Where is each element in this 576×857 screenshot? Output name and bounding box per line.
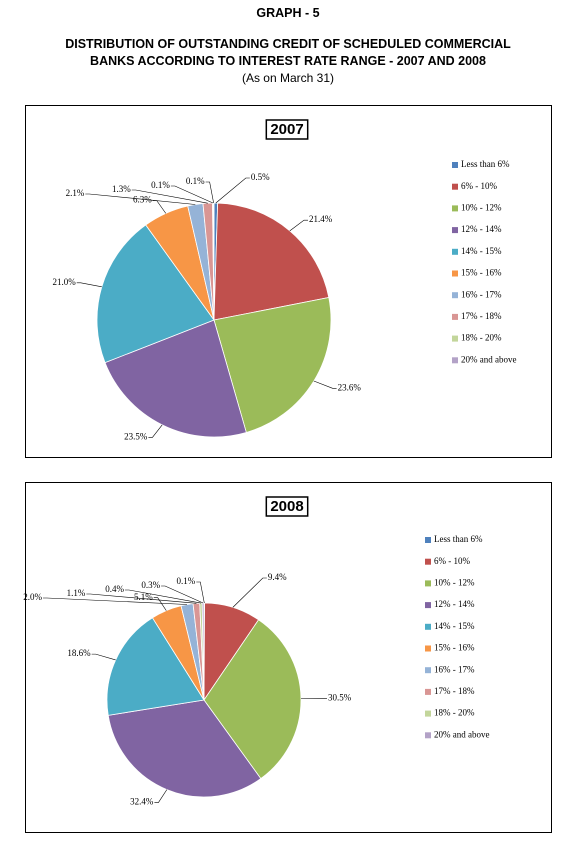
legend-label: 15% - 16% — [434, 643, 475, 653]
title-note: (As on March 31) — [242, 71, 334, 85]
data-label: 0.1% — [186, 176, 205, 186]
data-label: 0.4% — [105, 584, 124, 594]
leader-line — [152, 200, 167, 214]
leader-line — [232, 577, 267, 608]
chart-title-box — [265, 119, 309, 140]
leader-line — [313, 380, 337, 389]
legend-swatch — [452, 270, 458, 277]
leader-line — [154, 789, 168, 803]
leader-line — [170, 185, 214, 204]
data-label: 0.1% — [151, 180, 170, 190]
data-label: 0.3% — [141, 580, 160, 590]
legend-label: 6% - 10% — [434, 556, 470, 566]
data-label: 18.6% — [67, 648, 91, 658]
legend-label: 20% and above — [461, 354, 516, 364]
title-line: BANKS ACCORDING TO INTEREST RATE RANGE -… — [90, 54, 486, 68]
data-label: 21.0% — [52, 277, 76, 287]
legend-swatch — [452, 248, 458, 255]
data-label: 6.3% — [133, 195, 152, 205]
legend-swatch — [425, 602, 431, 609]
legend-label: 12% - 14% — [461, 224, 502, 234]
legend-label: 6% - 10% — [461, 181, 497, 191]
legend-label: 18% - 20% — [434, 708, 475, 718]
legend-swatch — [425, 623, 431, 630]
legend-swatch — [452, 227, 458, 234]
leader-line — [205, 181, 214, 204]
leader-line — [196, 581, 205, 604]
pie-slice — [104, 319, 247, 438]
chart-title-box — [265, 496, 309, 517]
legend-label: 10% - 12% — [461, 202, 502, 212]
legend-swatch — [425, 710, 431, 717]
legend-swatch — [452, 205, 458, 212]
leader-line — [91, 653, 116, 661]
pie-slice — [203, 619, 302, 780]
pie-slice — [107, 699, 262, 798]
leader-line — [215, 177, 250, 204]
legend-label: 10% - 12% — [434, 577, 475, 587]
legend-label: 17% - 18% — [434, 686, 475, 696]
legend-swatch — [425, 645, 431, 652]
legend-swatch — [452, 162, 458, 168]
leader-line — [131, 189, 208, 204]
legend-label: Less than 6% — [461, 159, 510, 169]
leader-line — [161, 585, 204, 604]
legend-swatch — [452, 357, 458, 364]
leader-line — [43, 597, 188, 605]
legend-label: 15% - 16% — [461, 268, 502, 278]
legend-label: Less than 6% — [434, 534, 483, 544]
data-label: 32.4% — [130, 797, 154, 807]
data-label: 23.6% — [338, 382, 362, 392]
legend-swatch — [425, 688, 431, 695]
legend-label: 18% - 20% — [461, 333, 502, 343]
data-label: 1.1% — [67, 588, 86, 598]
leader-line — [289, 219, 309, 232]
pie-slice — [201, 602, 205, 701]
legend-swatch — [425, 580, 431, 587]
legend-swatch — [425, 558, 431, 565]
leader-line — [153, 597, 167, 611]
pie-slice — [213, 297, 332, 433]
data-label: 9.4% — [268, 572, 287, 582]
legend-swatch — [452, 335, 458, 342]
data-label: 0.5% — [251, 172, 270, 182]
chart-title: 2008 — [270, 498, 303, 515]
legend-swatch — [452, 292, 458, 299]
pie-slice — [106, 617, 205, 716]
leader-line — [86, 593, 197, 604]
legend-swatch — [452, 183, 458, 190]
legend-swatch — [452, 313, 458, 320]
data-label: 21.4% — [309, 214, 333, 224]
leader-line — [76, 282, 102, 288]
data-label: 0.1% — [177, 576, 196, 586]
data-label: 5.1% — [134, 592, 153, 602]
legend-swatch — [425, 537, 431, 543]
data-label: 23.5% — [124, 431, 148, 441]
data-label: 1.3% — [112, 184, 131, 194]
leader-line — [124, 589, 202, 604]
chart-frame — [25, 482, 552, 833]
graph-number: GRAPH - 5 — [256, 6, 319, 20]
leader-line — [148, 424, 163, 438]
legend-label: 14% - 15% — [434, 621, 475, 631]
legend-label: 14% - 15% — [461, 246, 502, 256]
legend-swatch — [425, 732, 431, 739]
legend-label: 12% - 14% — [434, 599, 475, 609]
chart-title: 2007 — [270, 121, 303, 138]
title-line: DISTRIBUTION OF OUTSTANDING CREDIT OF SC… — [65, 37, 511, 51]
data-label: 30.5% — [328, 692, 352, 702]
legend-label: 16% - 17% — [461, 289, 502, 299]
legend-swatch — [425, 667, 431, 674]
data-label: 2.0% — [23, 592, 42, 602]
legend-label: 20% and above — [434, 729, 489, 739]
legend-label: 17% - 18% — [461, 311, 502, 321]
chart-frame — [25, 105, 552, 458]
data-label: 2.1% — [66, 188, 85, 198]
leader-line — [85, 193, 196, 205]
legend-label: 16% - 17% — [434, 664, 475, 674]
